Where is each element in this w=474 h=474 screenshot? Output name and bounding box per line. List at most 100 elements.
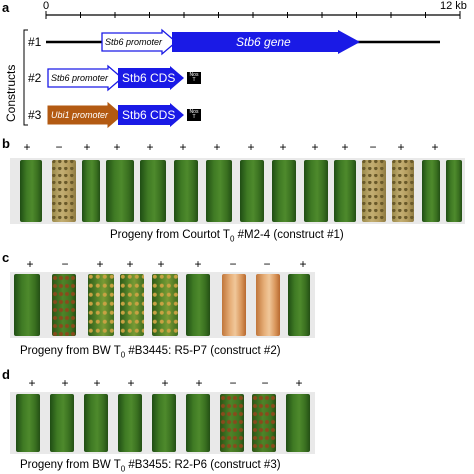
construct-3-cds-label: Stb6 CDS [122,108,176,122]
constructs-bracket [23,29,28,126]
panel-d-caption-pre: Progeny from BW T [20,459,121,471]
leaf [140,160,166,222]
panel-c-sign: + [157,257,165,271]
panel-b-sign: + [247,140,255,154]
leaf [186,394,210,452]
panel-b-sign: + [113,140,121,154]
panel-d-signs: + + + + + + − − + [0,376,474,390]
construct-2-terminator-bottom: T [192,77,196,83]
construct-3-terminator-top: Nos [189,109,199,115]
leaf [422,160,440,222]
panel-d-sign: + [61,376,69,390]
leaf [50,394,74,452]
leaf [88,274,114,336]
panel-b-sign: + [279,140,287,154]
leaf [288,274,310,336]
leaf [52,160,76,222]
leaf [362,160,386,222]
construct-1-promoter-arrow [101,28,177,56]
construct-2-cds-arrow [118,66,184,90]
scale-ticks [45,11,461,19]
leaf [118,394,142,452]
construct-1-promoter-label: Stb6 promoter [105,37,163,47]
panel-c-caption-sub: 0 [120,350,126,360]
leaf [240,160,264,222]
panel-c-sign: − [263,257,271,271]
panel-b-sign: + [397,140,405,154]
construct-2-terminator: Nos T [187,72,201,84]
construct-2-promoter-arrow [47,64,123,92]
panel-b-sign: + [179,140,187,154]
leaf [82,160,100,222]
panel-d-sign: + [127,376,135,390]
leaf [174,160,198,222]
construct-3-cds-arrow [118,103,184,127]
panel-b-sign: + [431,140,439,154]
panel-c-signs: + − + + + + − − + [0,257,474,271]
panel-b-sign: + [341,140,349,154]
leaf [286,394,310,452]
leaf [152,274,178,336]
leaf [220,394,244,452]
leaf [392,160,414,222]
panel-b-sign: + [311,140,319,154]
panel-c-sign: − [229,257,237,271]
panel-c-sign: + [26,257,34,271]
panel-c-sign: + [299,257,307,271]
leaf [52,274,76,336]
panel-d-sign: + [28,376,36,390]
panel-d-label: d [2,367,10,382]
panel-b-label: b [2,136,10,151]
leaf [106,160,134,222]
panel-b-sign: + [146,140,154,154]
leaf [304,160,328,222]
panel-d-sign: + [195,376,203,390]
construct-3-promoter-arrow [47,101,123,129]
panel-c-caption-pre: Progeny from BW T [20,345,121,357]
construct-diagram [23,11,461,129]
construct-3-terminator-bottom: T [192,114,196,120]
construct-3-terminator: Nos T [187,109,201,121]
panel-b-sign: + [213,140,221,154]
construct-2-number: #2 [28,71,42,85]
panel-d-caption-post: #B3455: R2-P6 (construct #3) [125,459,281,471]
panel-b-sign: − [55,140,63,154]
leaf [152,394,176,452]
panel-c-caption: Progeny from BW T0 #B3445: R5-P7 (constr… [20,345,281,359]
construct-1-number: #1 [28,35,42,49]
construct-3-promoter-label: Ubi1 promoter [51,110,109,120]
panel-b-sign: + [23,140,31,154]
leaf [14,274,40,336]
construct-2-terminator-top: Nos [189,72,199,78]
leaf [84,394,108,452]
panel-d-caption-sub: 0 [120,464,126,474]
panel-d-sign: + [93,376,101,390]
panel-c-sign: − [61,257,69,271]
panel-b-caption-post: #M2-4 (construct #1) [234,229,344,241]
panel-b-caption: Progeny from Courtot T0 #M2-4 (construct… [110,229,344,243]
leaf [222,274,246,336]
scale-start-label: 0 [43,0,50,12]
panel-a-label: a [2,0,10,15]
leaf [206,160,232,222]
scale-end-label: 12 kb [440,0,467,12]
leaf [120,274,144,336]
leaf [446,160,462,222]
panel-d-sign: − [261,376,269,390]
construct-3-number: #3 [28,108,42,122]
leaf [20,160,42,222]
panel-c-label: c [2,250,10,265]
construct-1-gene-arrow [172,30,360,54]
panel-b-photo [10,158,465,224]
panel-c-photo [10,272,315,338]
panel-b-signs: + − + + + + + + + + + − + + [0,140,474,154]
panel-b-sign: + [83,140,91,154]
constructs-axis-title: Constructs [4,64,18,122]
leaf [186,274,210,336]
panel-d-photo [10,392,315,454]
construct-1-gene-label: Stb6 gene [236,35,291,49]
construct-2-promoter-label: Stb6 promoter [51,73,109,83]
leaf [256,274,280,336]
panel-d-sign: − [229,376,237,390]
panel-d-sign: + [295,376,303,390]
